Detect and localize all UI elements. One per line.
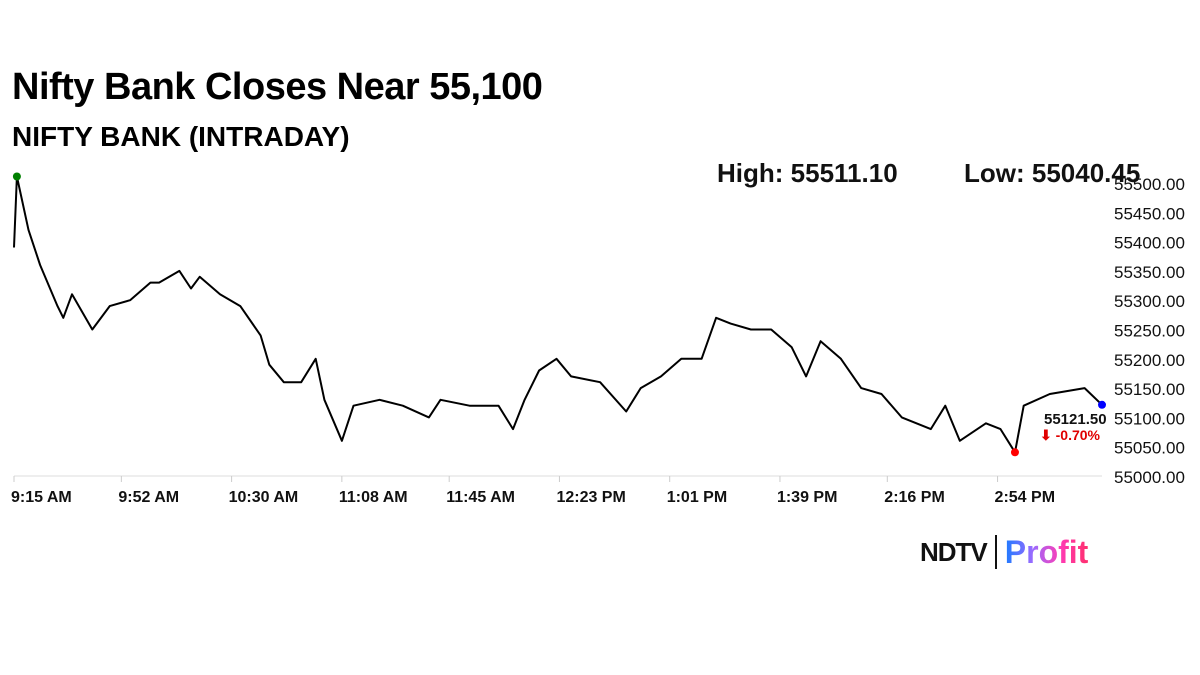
y-tick-label: 55350.00 <box>1114 263 1185 282</box>
x-tick-label: 1:01 PM <box>667 489 727 506</box>
y-tick-label: 55000.00 <box>1114 468 1185 487</box>
change-label: ⬇ -0.70% <box>1040 427 1101 443</box>
y-tick-label: 55050.00 <box>1114 439 1185 458</box>
y-tick-label: 55450.00 <box>1114 204 1185 223</box>
x-tick-label: 2:16 PM <box>884 489 944 506</box>
high-label: High: 55511.10 <box>717 158 898 188</box>
logo-divider <box>994 535 997 569</box>
x-tick-label: 9:15 AM <box>11 489 72 506</box>
low-marker <box>1010 448 1019 457</box>
headline: Nifty Bank Closes Near 55,100 <box>12 66 543 108</box>
y-tick-label: 55150.00 <box>1114 380 1185 399</box>
price-line <box>13 175 1103 454</box>
logo-ndtv: NDTV <box>920 536 988 567</box>
low-label: Low: 55040.45 <box>964 158 1141 188</box>
y-tick-label: 55250.00 <box>1114 322 1185 341</box>
x-tick-label: 11:45 AM <box>446 489 515 506</box>
high-marker <box>12 172 21 181</box>
y-tick-label: 55400.00 <box>1114 234 1185 253</box>
last-value-label: 55121.50 <box>1044 411 1107 428</box>
x-tick-label: 2:54 PM <box>995 489 1055 506</box>
y-tick-label: 55100.00 <box>1114 409 1185 428</box>
logo-profit: Profit <box>1004 533 1089 570</box>
chart-title: NIFTY BANK (INTRADAY) <box>12 121 350 152</box>
ndtv-profit-logo: NDTV Profit <box>920 534 1088 570</box>
x-tick-label: 12:23 PM <box>556 489 625 506</box>
x-tick-label: 10:30 AM <box>229 489 299 506</box>
x-tick-label: 11:08 AM <box>339 489 408 506</box>
last-marker <box>1098 400 1106 409</box>
y-tick-label: 55300.00 <box>1114 292 1185 311</box>
y-tick-label: 55200.00 <box>1114 351 1185 370</box>
x-tick-label: 1:39 PM <box>777 489 837 506</box>
x-tick-label: 9:52 AM <box>118 489 179 506</box>
y-tick-label: 55500.00 <box>1114 175 1185 194</box>
